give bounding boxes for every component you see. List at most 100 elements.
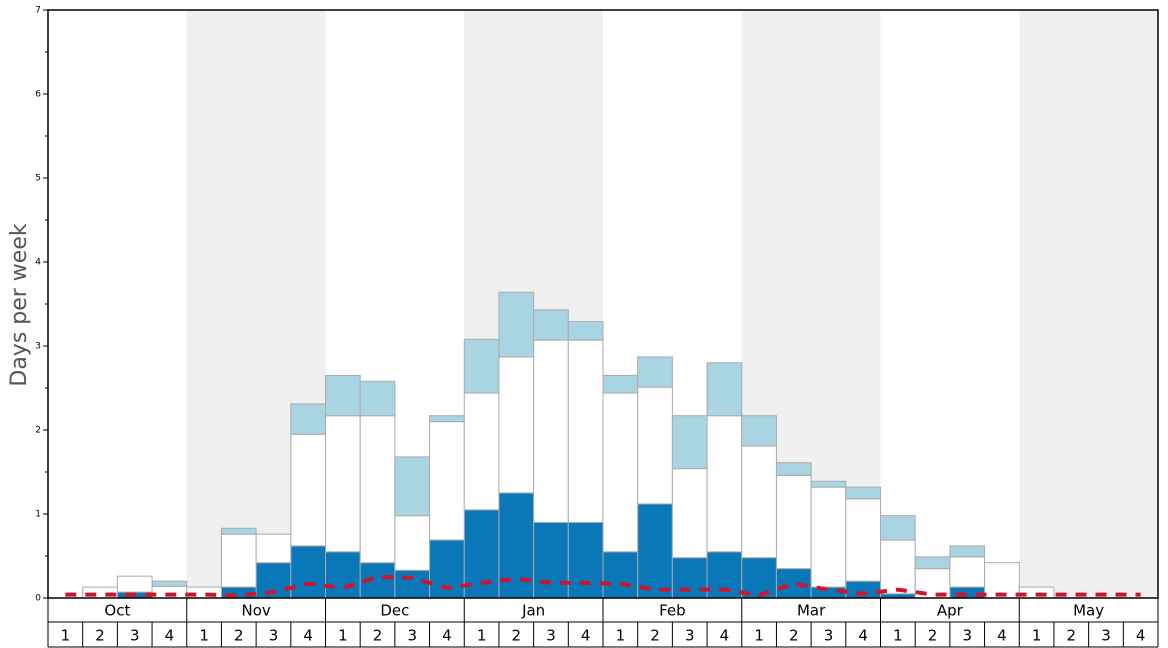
x-tick-label: 1 (893, 627, 903, 645)
bar-segment (671, 468, 708, 559)
y-tick-label: 0 (35, 594, 41, 604)
bar-segment (567, 521, 604, 599)
bar-segment (220, 533, 257, 588)
bar-segment (290, 433, 326, 547)
month-label: Feb (659, 602, 686, 620)
month-shade (1019, 10, 1158, 598)
y-tick-label: 6 (35, 90, 41, 100)
bar-segment (775, 474, 812, 570)
bar-segment (949, 545, 986, 558)
bar-segment (706, 415, 743, 553)
month-label: Jan (521, 602, 545, 620)
bar-segment (845, 486, 881, 500)
bar-segment (671, 415, 708, 470)
bar-segment (325, 551, 361, 599)
bar-segment (637, 503, 673, 599)
y-tick-label: 3 (35, 342, 41, 352)
bar-segment (741, 445, 777, 559)
bar-segment (463, 392, 500, 511)
x-tick-label: 3 (407, 627, 417, 645)
bar-segment (949, 556, 986, 588)
x-tick-label: 2 (1067, 627, 1077, 645)
bar-segment (359, 380, 396, 417)
bar-segment (290, 403, 326, 435)
y-axis-label: Days per week (7, 223, 32, 386)
bar-segment (498, 492, 535, 599)
x-tick-label: 4 (581, 627, 591, 645)
x-tick-label: 3 (685, 627, 695, 645)
x-tick-label: 1 (199, 627, 209, 645)
bar-segment (463, 338, 500, 394)
bar-segment (775, 568, 812, 599)
bar-segment (394, 569, 431, 599)
bar-segment (880, 515, 916, 541)
x-tick-label: 2 (234, 627, 244, 645)
bar-segment (775, 462, 812, 476)
month-label: Nov (241, 602, 270, 620)
x-tick-label: 3 (130, 627, 140, 645)
bar-segment (671, 557, 708, 599)
average-line (65, 574, 1141, 598)
bar-segment (359, 415, 396, 564)
y-tick-label: 7 (35, 6, 41, 16)
x-tick-label: 1 (61, 627, 71, 645)
bar-segment (151, 580, 188, 587)
x-tick-label: 3 (546, 627, 556, 645)
x-tick-label: 3 (962, 627, 972, 645)
bar-segment (220, 527, 257, 535)
x-tick-label: 2 (789, 627, 799, 645)
x-tick-label: 2 (928, 627, 938, 645)
bar-segment (741, 415, 777, 447)
x-tick-label: 2 (512, 627, 522, 645)
bar-segment (914, 556, 951, 570)
x-tick-label: 1 (477, 627, 487, 645)
bar-segment (533, 339, 569, 523)
bar-segment (567, 339, 604, 523)
bar-segment (533, 521, 569, 599)
bar-segment (498, 291, 535, 358)
bar-segment (255, 533, 292, 564)
bar-segment (984, 562, 1020, 599)
x-tick-label: 3 (824, 627, 834, 645)
y-tick-label: 5 (35, 174, 41, 184)
month-label: Dec (380, 602, 409, 620)
bar-segment (290, 545, 326, 599)
y-tick-label: 1 (35, 510, 41, 520)
x-tick-label: 1 (1032, 627, 1042, 645)
month-label: May (1073, 602, 1104, 620)
bar-segment (810, 480, 847, 488)
bar-segment (116, 575, 153, 593)
x-tick-label: 4 (442, 627, 452, 645)
x-tick-label: 2 (95, 627, 105, 645)
x-tick-label: 4 (303, 627, 313, 645)
bar-segment (498, 356, 535, 494)
x-tick-label: 4 (1136, 627, 1146, 645)
month-label: Mar (797, 602, 826, 620)
month-label: Oct (104, 602, 130, 620)
bar-segment (741, 557, 777, 599)
x-tick-label: 4 (858, 627, 868, 645)
bar-segment (706, 362, 743, 417)
x-tick-label: 2 (650, 627, 660, 645)
x-tick-label: 3 (269, 627, 279, 645)
x-tick-label: 3 (1101, 627, 1111, 645)
bar-segment (845, 498, 881, 582)
x-tick-label: 4 (997, 627, 1007, 645)
y-tick-label: 4 (35, 258, 41, 268)
bar-segment (429, 415, 465, 423)
x-tick-label: 2 (373, 627, 383, 645)
x-tick-label: 1 (338, 627, 348, 645)
x-tick-label: 1 (616, 627, 626, 645)
bar-segment (394, 515, 431, 571)
bar-segment (602, 551, 639, 599)
bar-segment (325, 415, 361, 553)
bar-segment (637, 356, 673, 388)
bar-segment (394, 456, 431, 517)
bar-segment (429, 421, 465, 541)
month-label: Apr (937, 602, 964, 620)
bar-segment (325, 374, 361, 417)
x-tick-label: 4 (720, 627, 730, 645)
x-tick-label: 1 (754, 627, 764, 645)
bar-segment (880, 539, 916, 595)
